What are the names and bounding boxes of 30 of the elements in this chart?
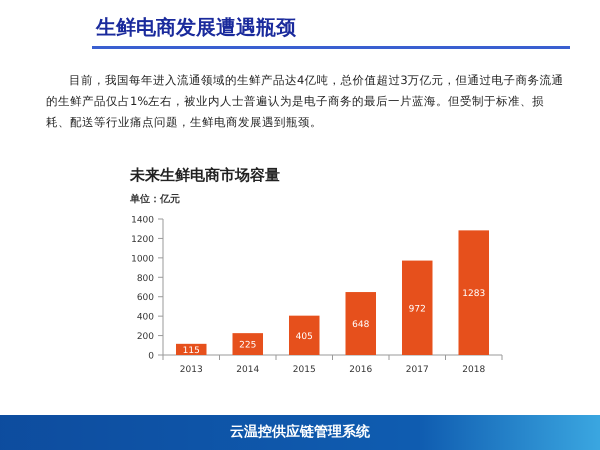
bar (345, 292, 376, 355)
chart-subtitle: 单位：亿元 (129, 193, 180, 205)
data-label: 115 (182, 346, 200, 356)
y-tick-label: 800 (136, 274, 154, 284)
data-label: 405 (296, 332, 313, 342)
data-label: 1283 (462, 289, 486, 300)
y-tick-label: 400 (136, 312, 154, 323)
chart-title: 未来生鲜电商市场容量 (129, 166, 280, 184)
x-tick-label: 2015 (292, 365, 316, 375)
text: 云温控供应链管理系统 (0, 415, 600, 450)
y-tick-label: 600 (136, 293, 154, 304)
data-label: 648 (352, 320, 370, 330)
bar (402, 260, 433, 355)
y-tick-label: 1200 (131, 234, 154, 245)
text: 生鲜电商发展遭遇瓶颈 (96, 14, 296, 41)
x-tick-label: 2017 (406, 365, 429, 375)
y-tick-label: 0 (148, 352, 154, 362)
x-tick-label: 2016 (349, 365, 372, 375)
data-label: 225 (239, 340, 256, 351)
bar (232, 333, 264, 355)
bar (288, 316, 320, 355)
y-tick-label: 1400 (131, 216, 154, 226)
text: 目前，我国每年进入流通领域的生鲜产品达4亿吨，总价值超过3万亿元，但通过电子商务流通的生鲜产品仅占1%左右，被业内人士普遍认为是电子商务的最后一片蓝海。但受制于标准、损耗、配送等行业痛点问题，生鲜电商发展遇到瓶颈。 (46, 72, 565, 131)
bar (458, 230, 490, 355)
y-tick-label: 200 (136, 332, 154, 342)
data-label: 972 (408, 304, 426, 314)
x-tick-label: 2013 (180, 365, 203, 375)
x-tick-label: 2014 (236, 365, 260, 375)
y-tick-label: 1000 (131, 254, 154, 264)
x-tick-label: 2018 (462, 365, 486, 375)
